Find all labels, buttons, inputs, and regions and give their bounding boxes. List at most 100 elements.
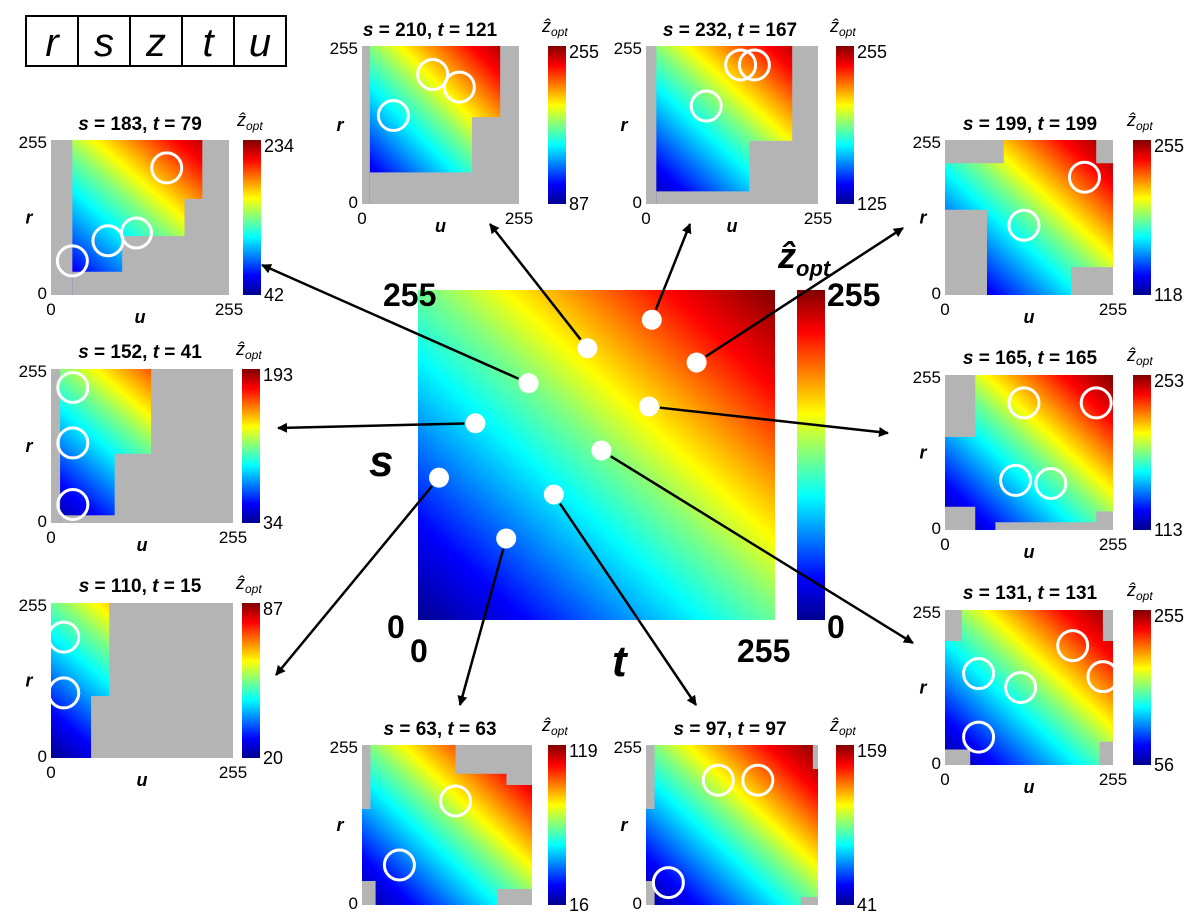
panel-xlabel: u: [1024, 777, 1035, 797]
panel-title: s = 97, t = 97: [673, 719, 786, 740]
panel-title: s = 63, t = 63: [383, 719, 496, 740]
legend-letter-s: s: [94, 21, 114, 65]
panel-y-min: 0: [38, 747, 47, 766]
panel-y-max: 255: [330, 738, 358, 757]
panel-highlight-circle: [1086, 660, 1120, 694]
panel-mask: [498, 889, 532, 905]
panel-y-min: 0: [38, 284, 47, 303]
panel-ylabel: r: [25, 671, 33, 691]
arrow-s110-t15: [275, 485, 433, 676]
panel-x-min: 0: [940, 535, 949, 554]
panel-mask: [800, 897, 818, 905]
panel-x-min: 0: [940, 770, 949, 789]
panel-mask: [1102, 610, 1113, 641]
main-y-max: 255: [383, 277, 436, 313]
panel-mask: [362, 745, 371, 809]
main-points: [429, 309, 707, 549]
main-point-s199-t199: [686, 352, 707, 373]
main-point-s110-t15: [429, 467, 449, 488]
main-y-min: 0: [387, 609, 405, 645]
main-point-s131-t131: [591, 440, 612, 461]
panel-mask: [945, 610, 962, 641]
panel-highlight-circle: [999, 463, 1033, 497]
panel-cb-max: 255: [1154, 606, 1184, 626]
panel-y-max: 255: [913, 133, 941, 152]
panel-colorbar-title: ẑopt: [236, 110, 263, 133]
panel-colorbar: [1133, 375, 1151, 530]
panel-highlight-circle: [1007, 208, 1041, 242]
panel-x-max: 255: [1099, 300, 1127, 319]
panel-cb-min: 20: [263, 748, 283, 768]
arrows: [261, 223, 914, 706]
panel-y-max: 255: [19, 133, 47, 152]
panel-x-max: 255: [505, 209, 533, 228]
panel-y-max: 255: [614, 39, 642, 58]
panel-cb-max: 119: [569, 741, 598, 761]
legend-box-s: s: [77, 15, 131, 67]
panel-y-min: 0: [932, 284, 941, 303]
panel-y-min: 0: [633, 894, 642, 912]
panel-s97-t97: s = 97, t = 97ẑopt1594125500255ur: [614, 715, 887, 912]
panel-highlight-circle: [701, 763, 735, 797]
panel-cb-min: 16: [569, 895, 589, 912]
panel-cb-max: 234: [264, 136, 294, 156]
main-point-s165-t165: [639, 396, 659, 417]
panel-xlabel: u: [435, 216, 446, 236]
panel-s63-t63: s = 63, t = 63ẑopt1191625500255ur: [330, 715, 598, 912]
panel-colorbar: [1133, 610, 1151, 765]
panel-cb-max: 159: [857, 741, 887, 761]
panel-highlight-circle: [150, 151, 184, 185]
panel-cb-max: 87: [263, 599, 283, 619]
main-colorbar-title: ẑopt: [777, 235, 832, 281]
panel-ylabel: r: [919, 443, 927, 463]
panel-highlight-circle: [737, 48, 771, 82]
panel-colorbar: [548, 745, 566, 905]
panel-highlight-circle: [741, 763, 775, 797]
panel-mask: [646, 745, 655, 809]
main-point-s152-t41: [465, 413, 486, 434]
panel-xlabel: u: [135, 307, 146, 327]
panel-mask: [500, 46, 519, 204]
panel-ylabel: r: [336, 115, 344, 135]
legend-box-z: z: [129, 15, 183, 67]
panel-y-min: 0: [932, 754, 941, 773]
panel-xlabel: u: [1024, 307, 1035, 327]
legend-letter-t: t: [202, 21, 215, 65]
panel-x-min: 0: [940, 300, 949, 319]
main-x-max: 255: [737, 633, 790, 669]
panel-cb-max: 255: [857, 42, 887, 62]
panel-y-min: 0: [349, 193, 358, 212]
panel-cb-max: 193: [263, 365, 293, 385]
panel-mask: [91, 696, 233, 758]
panel-y-max: 255: [19, 362, 47, 381]
panel-highlight-circle: [651, 866, 685, 900]
main-point-s183-t79: [518, 373, 539, 394]
panel-x-min: 0: [46, 763, 55, 782]
panel-highlight-circle: [416, 57, 450, 91]
panel-mask: [945, 749, 971, 765]
panel-cb-min: 113: [1154, 520, 1183, 540]
panel-xlabel: u: [727, 216, 738, 236]
panel-xlabel: u: [1024, 542, 1035, 562]
main-xlabel: t: [612, 637, 629, 686]
panel-y-max: 255: [913, 368, 941, 387]
arrow-s63-t63: [457, 548, 505, 706]
panel-colorbar-title: ẑopt: [1126, 345, 1153, 368]
panel-colorbar: [242, 369, 260, 523]
panel-y-min: 0: [349, 894, 358, 912]
panel-highlight-circle: [47, 620, 81, 654]
main-point-s232-t167: [641, 309, 662, 330]
panel-mask: [792, 46, 818, 204]
panel-x-max: 255: [804, 209, 832, 228]
panel-highlight-circle: [376, 99, 410, 133]
panel-mask: [945, 375, 976, 437]
panel-highlight-circle: [56, 370, 90, 404]
panel-ylabel: r: [620, 815, 628, 835]
panel-mask: [646, 46, 657, 204]
panel-colorbar-title: ẑopt: [541, 16, 568, 39]
